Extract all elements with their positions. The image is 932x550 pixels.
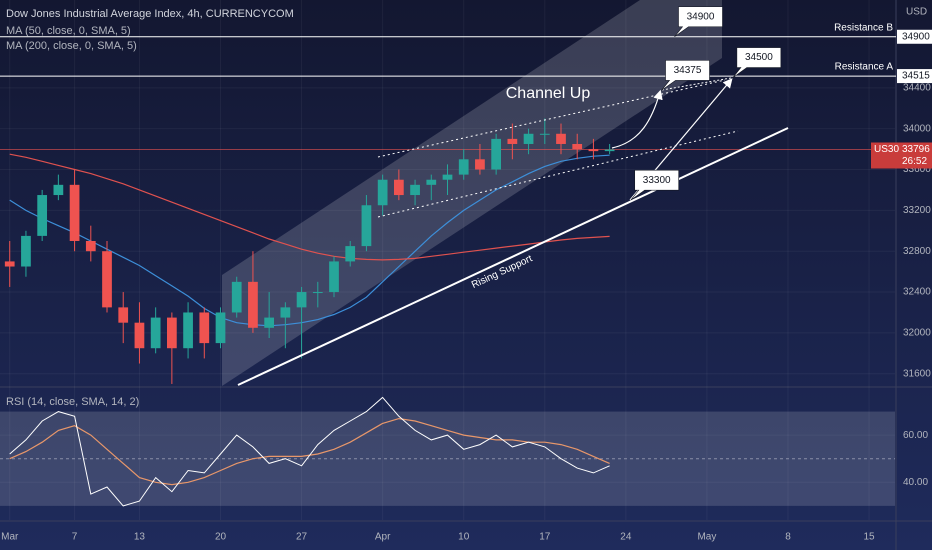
callout-label: 34500 [745, 52, 773, 63]
callout-box [630, 169, 680, 201]
candle-body [231, 281, 242, 313]
candle-body [150, 317, 161, 349]
callout-label: 34900 [687, 11, 715, 22]
last-price-tag [871, 142, 932, 169]
candle-body [539, 133, 550, 135]
candle-body [588, 149, 599, 152]
ma-line [9, 153, 610, 261]
candle-body [507, 138, 518, 144]
x-tick-label: May [697, 532, 716, 543]
rsi-line [9, 396, 610, 507]
x-tick-label: 27 [296, 532, 308, 543]
candle-body [215, 312, 226, 344]
y-tick-label: 34000 [903, 123, 931, 134]
callout-label: 34375 [674, 65, 702, 76]
candle-body [37, 195, 48, 236]
level-name: Resistance B [834, 22, 893, 33]
y-tick-label: 34400 [903, 82, 931, 93]
y-tick-label: 33200 [903, 205, 931, 216]
last-symbol: US30 [874, 144, 899, 155]
candle-body [410, 184, 420, 196]
candle-body [475, 159, 485, 170]
candle-body [167, 317, 177, 349]
ma-line [9, 154, 610, 327]
candle-body [329, 261, 339, 293]
candle-body [183, 312, 193, 349]
x-tick-label: 13 [134, 532, 146, 543]
legend-entry: RSI (14, close, SMA, 14, 2) [6, 396, 139, 408]
overlay: 34900 34375 34500 33300 [630, 6, 782, 201]
callout-box [661, 60, 710, 91]
y-tick-label: 33600 [903, 164, 931, 175]
x-tick-label: Mar [1, 532, 19, 543]
x-tick-label: 24 [620, 532, 632, 543]
level-tag [897, 29, 932, 44]
y-tick-label: 40.00 [903, 477, 928, 488]
chart-title: Dow Jones Industrial Average Index, 4h, … [6, 8, 294, 20]
x-tick-label: 15 [863, 532, 875, 543]
x-tick-label: 7 [72, 532, 78, 543]
annotation: Channel Up [506, 85, 591, 102]
candle-body [69, 184, 80, 241]
level-tag [897, 69, 932, 84]
candle-body [312, 292, 323, 294]
candle-body [53, 184, 64, 196]
x-tick-label: 20 [215, 532, 227, 543]
candle-body [604, 149, 615, 152]
channel-band [222, 0, 722, 386]
candle-body [199, 312, 210, 344]
candle-body [102, 251, 112, 308]
candle-body [264, 317, 275, 328]
candle-body [458, 159, 469, 175]
legend-entry: MA (200, close, 0, SMA, 5) [6, 40, 137, 52]
candle-body [361, 205, 372, 247]
candle-body [556, 133, 566, 144]
candle-body [572, 143, 583, 150]
y-tick-label: 31600 [903, 368, 931, 379]
candle-body [296, 292, 307, 308]
last-value: 33796 [902, 144, 930, 155]
x-tick-label: Apr [375, 532, 391, 543]
marks [0, 36, 896, 507]
candle-body [248, 281, 258, 328]
candle-body [491, 138, 502, 170]
y-tick-label: 32400 [903, 287, 931, 298]
channel-upper [377, 79, 726, 158]
legend-entry: MA (50, close, 0, SMA, 5) [6, 25, 131, 37]
candle-body [85, 240, 96, 252]
y-axis-label: USD [906, 7, 927, 18]
y-tick-label: 32000 [903, 328, 931, 339]
candle-body [118, 307, 129, 323]
candle-body [4, 261, 15, 267]
x-tick-label: 17 [539, 532, 551, 543]
level-value: 34515 [902, 71, 930, 82]
grid [0, 0, 895, 520]
candle-body [21, 235, 31, 267]
y-tick-label: 60.00 [903, 430, 928, 441]
candle-body [393, 179, 404, 196]
channel-lower [377, 130, 739, 218]
callout-box [732, 47, 782, 78]
level-name: Resistance A [835, 62, 894, 73]
callout-label: 33300 [643, 175, 671, 186]
candle-body [426, 179, 437, 185]
candle-body [345, 246, 356, 262]
countdown: 26:52 [902, 156, 927, 167]
level-value: 34900 [902, 31, 930, 42]
projection-curve [611, 89, 663, 149]
candle-body [280, 307, 291, 318]
candle-body [134, 322, 145, 349]
rising-support [237, 127, 789, 386]
x-tick-label: 8 [785, 532, 791, 543]
candle-body [442, 174, 453, 180]
y-tick-label: 32800 [903, 246, 931, 257]
candle-body [377, 179, 388, 206]
x-tick-label: 10 [458, 532, 470, 543]
callout-box [674, 6, 723, 38]
candle-body [523, 133, 534, 144]
